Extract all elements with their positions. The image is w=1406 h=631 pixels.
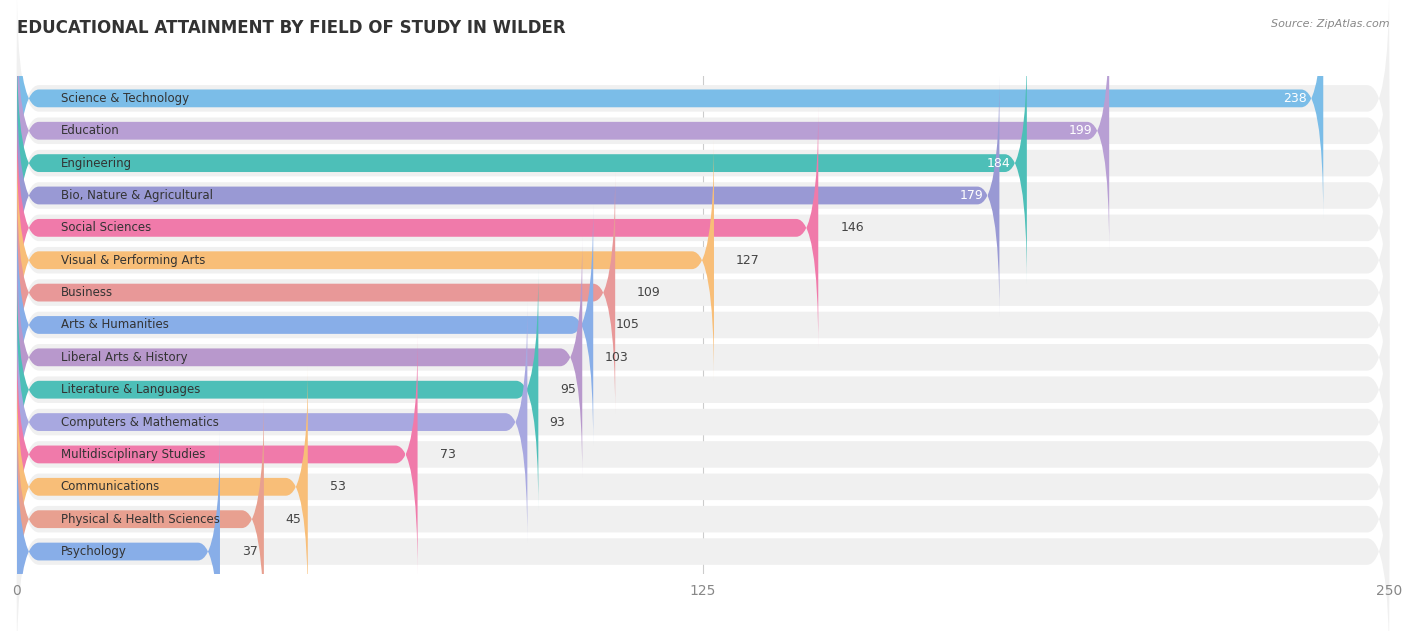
FancyBboxPatch shape (17, 399, 264, 631)
FancyBboxPatch shape (17, 177, 1389, 409)
Text: Literature & Languages: Literature & Languages (60, 383, 200, 396)
Text: Psychology: Psychology (60, 545, 127, 558)
Text: Source: ZipAtlas.com: Source: ZipAtlas.com (1271, 19, 1389, 29)
FancyBboxPatch shape (17, 15, 1389, 247)
FancyBboxPatch shape (17, 435, 1389, 631)
Text: 95: 95 (560, 383, 576, 396)
Text: Visual & Performing Arts: Visual & Performing Arts (60, 254, 205, 267)
FancyBboxPatch shape (17, 269, 538, 510)
Text: 37: 37 (242, 545, 257, 558)
Text: 199: 199 (1069, 124, 1092, 138)
Text: 93: 93 (550, 416, 565, 428)
Text: Social Sciences: Social Sciences (60, 221, 150, 234)
Text: 73: 73 (440, 448, 456, 461)
Text: Communications: Communications (60, 480, 160, 493)
Text: 184: 184 (987, 156, 1011, 170)
Text: 103: 103 (605, 351, 628, 364)
FancyBboxPatch shape (17, 0, 1323, 219)
FancyBboxPatch shape (17, 302, 527, 543)
FancyBboxPatch shape (17, 334, 418, 575)
Text: 109: 109 (637, 286, 661, 299)
FancyBboxPatch shape (17, 204, 593, 445)
FancyBboxPatch shape (17, 338, 1389, 570)
Text: Business: Business (60, 286, 112, 299)
Text: 45: 45 (285, 512, 302, 526)
Text: 127: 127 (735, 254, 759, 267)
FancyBboxPatch shape (17, 75, 1000, 316)
FancyBboxPatch shape (17, 107, 818, 348)
Text: Physical & Health Sciences: Physical & Health Sciences (60, 512, 219, 526)
Text: Education: Education (60, 124, 120, 138)
FancyBboxPatch shape (17, 431, 219, 631)
FancyBboxPatch shape (17, 112, 1389, 344)
Text: 179: 179 (959, 189, 983, 202)
FancyBboxPatch shape (17, 237, 582, 478)
Text: Multidisciplinary Studies: Multidisciplinary Studies (60, 448, 205, 461)
FancyBboxPatch shape (17, 139, 714, 380)
Text: 105: 105 (616, 319, 640, 331)
FancyBboxPatch shape (17, 0, 1389, 215)
Text: 53: 53 (330, 480, 346, 493)
Text: Bio, Nature & Agricultural: Bio, Nature & Agricultural (60, 189, 212, 202)
Text: 238: 238 (1284, 92, 1306, 105)
FancyBboxPatch shape (17, 306, 1389, 538)
Text: Computers & Mathematics: Computers & Mathematics (60, 416, 219, 428)
FancyBboxPatch shape (17, 273, 1389, 506)
FancyBboxPatch shape (17, 10, 1109, 251)
FancyBboxPatch shape (17, 209, 1389, 441)
FancyBboxPatch shape (17, 241, 1389, 473)
FancyBboxPatch shape (17, 366, 308, 608)
FancyBboxPatch shape (17, 403, 1389, 631)
FancyBboxPatch shape (17, 370, 1389, 603)
FancyBboxPatch shape (17, 144, 1389, 377)
FancyBboxPatch shape (17, 42, 1026, 284)
FancyBboxPatch shape (17, 172, 616, 413)
Text: Arts & Humanities: Arts & Humanities (60, 319, 169, 331)
FancyBboxPatch shape (17, 47, 1389, 280)
Text: Engineering: Engineering (60, 156, 132, 170)
Text: EDUCATIONAL ATTAINMENT BY FIELD OF STUDY IN WILDER: EDUCATIONAL ATTAINMENT BY FIELD OF STUDY… (17, 19, 565, 37)
FancyBboxPatch shape (17, 80, 1389, 312)
Text: 146: 146 (841, 221, 863, 234)
Text: Liberal Arts & History: Liberal Arts & History (60, 351, 187, 364)
Text: Science & Technology: Science & Technology (60, 92, 188, 105)
